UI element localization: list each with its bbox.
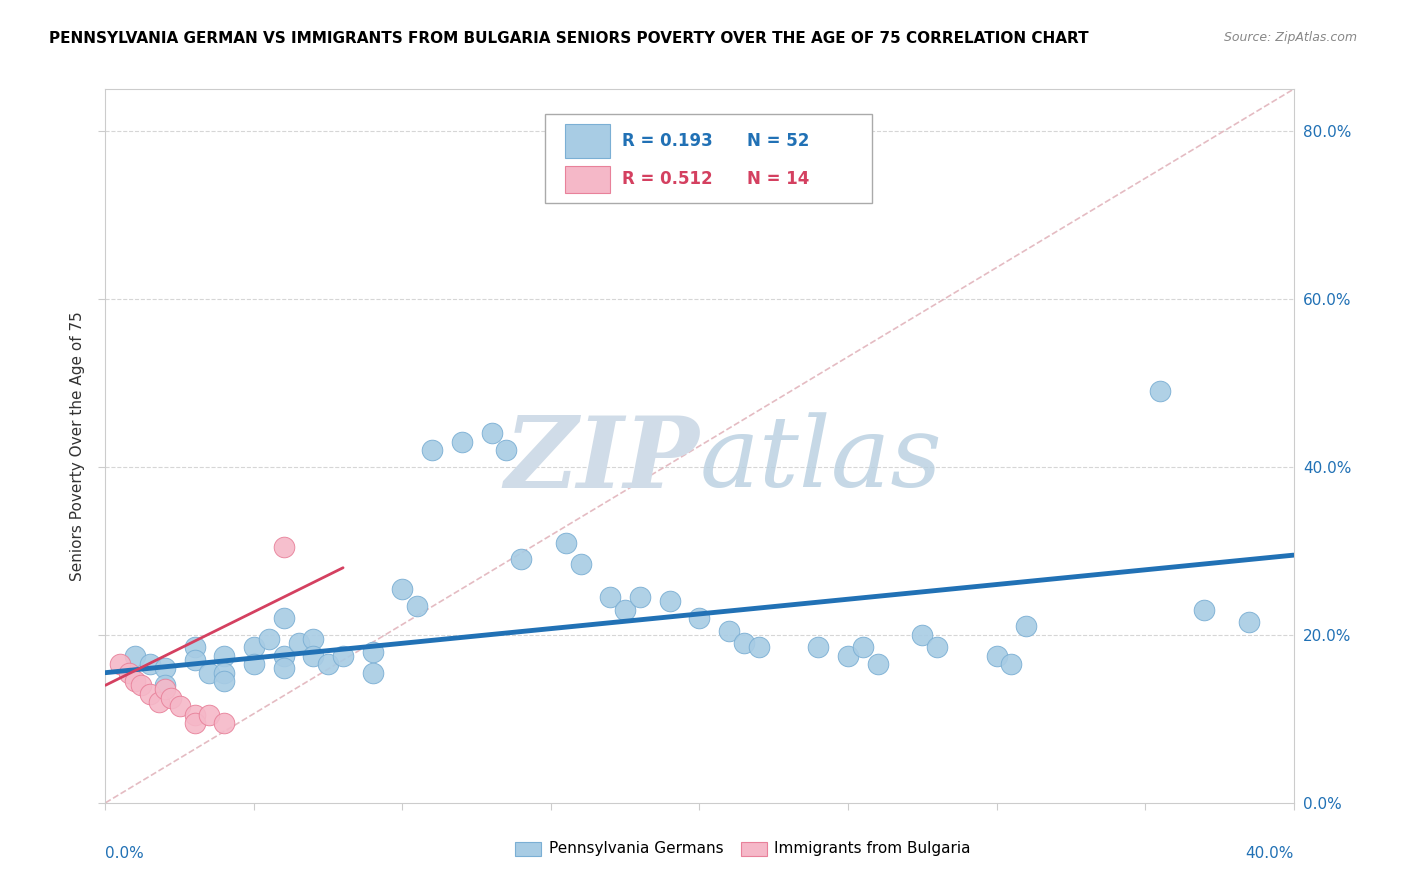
- Point: [837, 648, 859, 663]
- Point: [214, 674, 236, 689]
- Point: [139, 657, 162, 672]
- Point: [169, 699, 191, 714]
- Point: [124, 648, 146, 663]
- Point: [214, 716, 236, 731]
- Point: [986, 648, 1008, 663]
- Point: [159, 690, 181, 705]
- Point: [183, 707, 205, 722]
- Text: Pennsylvania Germans: Pennsylvania Germans: [548, 841, 723, 856]
- Point: [1000, 657, 1022, 672]
- Point: [124, 674, 146, 689]
- Point: [361, 665, 384, 680]
- Point: [569, 557, 592, 571]
- Point: [257, 632, 280, 646]
- Point: [129, 678, 152, 692]
- Point: [628, 590, 651, 604]
- Point: [214, 665, 236, 680]
- Point: [273, 661, 295, 675]
- Bar: [516, 842, 541, 856]
- Point: [391, 582, 413, 596]
- Point: [481, 426, 503, 441]
- Point: [406, 599, 429, 613]
- Point: [689, 611, 711, 625]
- Bar: [741, 842, 768, 856]
- Point: [273, 611, 295, 625]
- Point: [214, 648, 236, 663]
- Point: [599, 590, 621, 604]
- Point: [911, 628, 934, 642]
- Text: Source: ZipAtlas.com: Source: ZipAtlas.com: [1223, 31, 1357, 45]
- Point: [183, 716, 205, 731]
- Text: R = 0.512: R = 0.512: [623, 170, 713, 188]
- Point: [139, 687, 162, 701]
- Point: [316, 657, 339, 672]
- Point: [332, 648, 354, 663]
- Point: [361, 645, 384, 659]
- Point: [198, 665, 221, 680]
- Point: [420, 443, 443, 458]
- Text: N = 52: N = 52: [747, 132, 810, 150]
- Point: [273, 648, 295, 663]
- Point: [110, 657, 132, 672]
- Point: [153, 682, 176, 697]
- Bar: [565, 166, 610, 193]
- Point: [287, 636, 309, 650]
- Point: [614, 603, 637, 617]
- Point: [450, 434, 472, 449]
- Text: R = 0.193: R = 0.193: [623, 132, 713, 150]
- Point: [183, 653, 205, 667]
- Point: [866, 657, 889, 672]
- Point: [510, 552, 533, 566]
- Point: [807, 640, 830, 655]
- FancyBboxPatch shape: [546, 114, 872, 203]
- Point: [148, 695, 170, 709]
- Point: [658, 594, 681, 608]
- Bar: [565, 124, 610, 159]
- Point: [733, 636, 755, 650]
- Y-axis label: Seniors Poverty Over the Age of 75: Seniors Poverty Over the Age of 75: [70, 311, 86, 581]
- Text: ZIP: ZIP: [505, 412, 700, 508]
- Point: [183, 640, 205, 655]
- Point: [302, 632, 325, 646]
- Text: N = 14: N = 14: [747, 170, 810, 188]
- Point: [748, 640, 770, 655]
- Point: [852, 640, 875, 655]
- Point: [554, 535, 576, 549]
- Text: PENNSYLVANIA GERMAN VS IMMIGRANTS FROM BULGARIA SENIORS POVERTY OVER THE AGE OF : PENNSYLVANIA GERMAN VS IMMIGRANTS FROM B…: [49, 31, 1088, 46]
- Point: [1194, 603, 1216, 617]
- Point: [243, 640, 266, 655]
- Text: Immigrants from Bulgaria: Immigrants from Bulgaria: [775, 841, 970, 856]
- Point: [153, 661, 176, 675]
- Text: 0.0%: 0.0%: [105, 846, 145, 861]
- Point: [1237, 615, 1260, 630]
- Point: [198, 707, 221, 722]
- Point: [153, 678, 176, 692]
- Point: [273, 540, 295, 554]
- Point: [243, 657, 266, 672]
- Text: 40.0%: 40.0%: [1246, 846, 1294, 861]
- Point: [718, 624, 741, 638]
- Point: [1149, 384, 1171, 399]
- Point: [118, 665, 141, 680]
- Point: [927, 640, 949, 655]
- Point: [495, 443, 517, 458]
- Text: atlas: atlas: [700, 413, 942, 508]
- Point: [302, 648, 325, 663]
- Point: [1015, 619, 1038, 633]
